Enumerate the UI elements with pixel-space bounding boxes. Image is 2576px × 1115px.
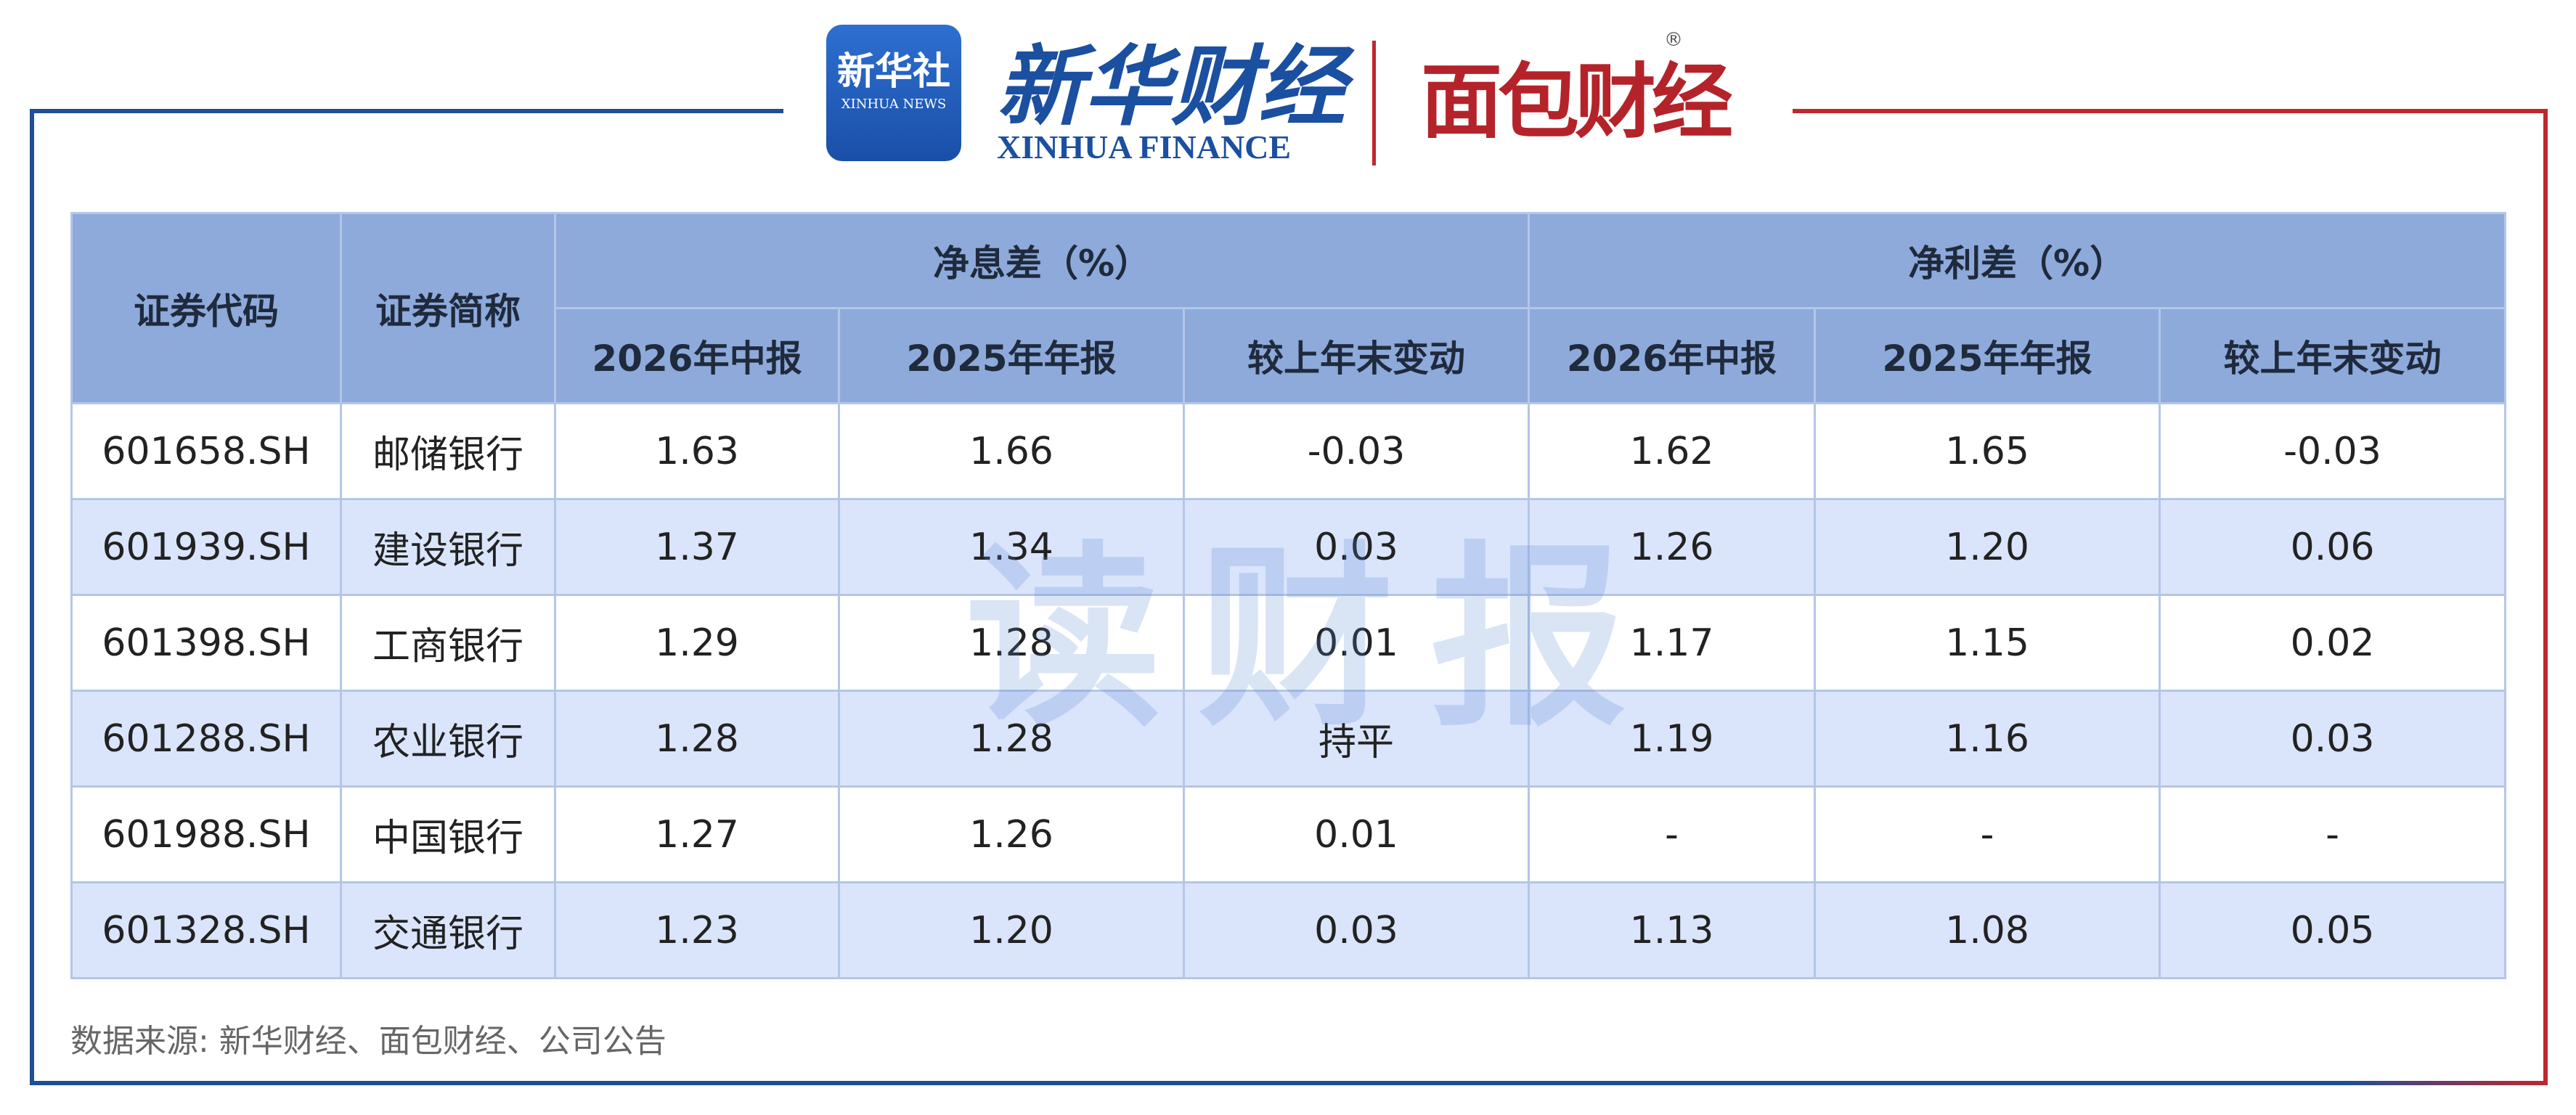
- table-cell: -: [1814, 785, 2161, 883]
- table-cell: 601988.SH: [70, 785, 342, 883]
- table-cell: 1.15: [1814, 594, 2161, 692]
- table-cell: 0.03: [1182, 498, 1530, 596]
- mianbao-mark: ®: [1664, 29, 1683, 51]
- mianbao-cn: 面包财经: [1421, 55, 1733, 150]
- xinhua-finance-cn: 新华财经: [997, 36, 1345, 138]
- table-cell: 1.19: [1528, 690, 1817, 788]
- table-cell: 0.01: [1182, 785, 1530, 883]
- header-cell: 证券代码: [70, 212, 342, 404]
- header-cell: 证券简称: [340, 212, 556, 404]
- xinhua-logo-en: XINHUA NEWS: [841, 97, 947, 112]
- table-cell: 工商银行: [340, 594, 556, 692]
- xinhua-logo: 新华社 XINHUA NEWS: [826, 25, 961, 161]
- table-cell: 0.03: [1182, 881, 1530, 979]
- table-cell: -: [1528, 785, 1817, 883]
- table-cell: 1.28: [838, 690, 1185, 788]
- table-cell: 1.26: [838, 785, 1185, 883]
- xinhua-finance-en: XINHUA FINANCE: [997, 128, 1292, 166]
- table-cell: 601658.SH: [70, 402, 342, 500]
- table-cell: 持平: [1182, 690, 1530, 788]
- group-header: 净利差（%）: [1528, 212, 2507, 309]
- column-header: 2025年年报: [838, 307, 1185, 404]
- column-header: 较上年末变动: [1182, 307, 1530, 404]
- source-note: 数据来源: 新华财经、面包财经、公司公告: [70, 1023, 667, 1060]
- table-cell: -0.03: [2159, 402, 2507, 500]
- table-row: 601658.SH 邮储银行 1.63 1.66 -0.03 1.62 1.65 -0.03: [70, 402, 2507, 500]
- table-cell: 0.06: [2159, 498, 2507, 596]
- xinhua-logo-cn: 新华社: [836, 50, 950, 94]
- frame-left: [30, 109, 34, 1085]
- table-cell: 1.37: [554, 498, 840, 596]
- data-table: 证券代码 证券简称 净息差（%） 净利差（%） 2026年中报 2025年年报 较上…: [70, 212, 2507, 979]
- table-cell: 邮储银行: [340, 402, 556, 500]
- table-cell: 1.16: [1814, 690, 2161, 788]
- table-cell: 1.29: [554, 594, 840, 692]
- frame-top-left: [30, 109, 783, 113]
- table-cell: 1.66: [838, 402, 1185, 500]
- table-cell: 1.65: [1814, 402, 2161, 500]
- table-cell: 1.17: [1528, 594, 1817, 692]
- frame-bottom: [30, 1081, 2548, 1085]
- table-row: 601988.SH 中国银行 1.27 1.26 0.01- - -: [70, 785, 2507, 883]
- column-header: 2025年年报: [1814, 307, 2161, 404]
- group-header: 净息差（%）: [553, 212, 1530, 309]
- table-cell: 建设银行: [340, 498, 556, 596]
- table-cell: 1.34: [838, 498, 1185, 596]
- table-cell: 1.23: [554, 881, 840, 979]
- column-header: 2026年中报: [1528, 307, 1817, 404]
- table-cell: 601288.SH: [70, 690, 342, 788]
- table-cell: 601939.SH: [70, 498, 342, 596]
- table-row: 601398.SH 工商银行 1.29 1.28 0.01 1.17 1.15 0.02: [70, 594, 2507, 692]
- table-cell: 交通银行: [340, 881, 556, 979]
- table-cell: 0.01: [1182, 594, 1530, 692]
- table-cell: 1.13: [1528, 881, 1817, 979]
- divider: [1372, 41, 1376, 166]
- table-cell: 0.03: [2159, 690, 2507, 788]
- table-cell: 1.20: [1814, 498, 2161, 596]
- column-header: 2026年中报: [554, 307, 840, 404]
- frame-top-right: [1793, 109, 2548, 113]
- table-cell: 1.63: [554, 402, 840, 500]
- table-cell: 1.62: [1528, 402, 1817, 500]
- table-row: 601288.SH 农业银行 1.28 1.28 持平 1.19 1.16 0.03: [70, 690, 2507, 788]
- table-cell: 1.27: [554, 785, 840, 883]
- table-row: 601328.SH 交通银行 1.23 1.20 0.03 1.13 1.08 0.05: [70, 881, 2507, 979]
- table-cell: 0.02: [2159, 594, 2507, 692]
- table-cell: 601328.SH: [70, 881, 342, 979]
- table-cell: 1.20: [838, 881, 1185, 979]
- table-cell: 0.05: [2159, 881, 2507, 979]
- table-cell: 中国银行: [340, 785, 556, 883]
- table-cell: -: [2159, 785, 2507, 883]
- table-cell: 1.26: [1528, 498, 1817, 596]
- table-cell: -0.03: [1182, 402, 1530, 500]
- table-cell: 农业银行: [340, 690, 556, 788]
- table-cell: 1.28: [838, 594, 1185, 692]
- table-row: 601939.SH 建设银行 1.37 1.34 0.03 1.26 1.20 0.06: [70, 498, 2507, 596]
- table-cell: 1.08: [1814, 881, 2161, 979]
- column-header: 较上年末变动: [2159, 307, 2507, 404]
- frame-right: [2543, 109, 2548, 1085]
- table-cell: 1.28: [554, 690, 840, 788]
- table-cell: 601398.SH: [70, 594, 342, 692]
